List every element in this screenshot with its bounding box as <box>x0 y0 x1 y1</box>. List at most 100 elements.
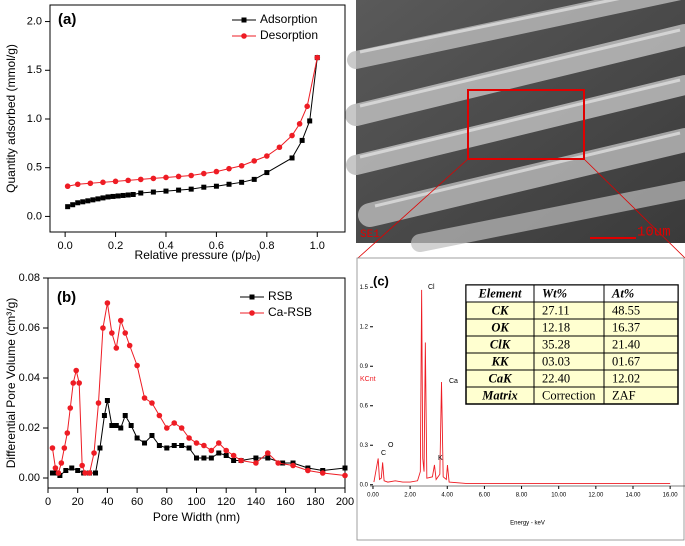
y-tick-label: 0.02 <box>19 422 40 434</box>
data-point <box>201 170 207 177</box>
data-point <box>264 450 271 456</box>
data-point <box>231 458 237 463</box>
table-cell: 21.40 <box>612 337 640 351</box>
data-point <box>208 447 215 454</box>
data-point <box>213 168 220 175</box>
data-point <box>137 176 144 183</box>
table-header: Element <box>477 286 522 300</box>
data-point <box>164 445 170 451</box>
data-point <box>186 435 192 441</box>
data-point <box>104 300 111 306</box>
series-line <box>67 57 318 208</box>
data-point <box>216 450 222 456</box>
x-tick-label: 0 <box>45 496 51 508</box>
data-point <box>95 196 101 202</box>
x-tick-label: 14.00 <box>625 493 641 499</box>
data-point <box>238 457 244 464</box>
table-header: Wt% <box>542 286 567 300</box>
table-cell: CaK <box>489 371 514 385</box>
x-tick-label: 0.4 <box>158 240 173 252</box>
data-point <box>125 177 131 184</box>
data-point <box>305 467 311 474</box>
data-point <box>100 325 106 331</box>
peak-label: O <box>388 442 394 449</box>
data-point <box>142 440 148 446</box>
data-point <box>70 380 77 386</box>
y-tick-label: 0.04 <box>19 372 40 384</box>
legend-label: Desorption <box>260 28 318 42</box>
data-point <box>115 193 121 199</box>
data-point <box>163 174 169 181</box>
x-tick-label: 4.00 <box>441 493 453 499</box>
y-tick-label: 0.6 <box>360 403 369 409</box>
data-point <box>230 452 237 459</box>
table-cell: 16.37 <box>612 320 640 334</box>
x-tick-label: 0.00 <box>367 493 379 499</box>
data-point <box>61 445 68 451</box>
x-tick-label: 100 <box>187 496 205 508</box>
table-cell: CK <box>492 303 510 317</box>
x-tick-label: 0.6 <box>209 240 224 252</box>
data-point <box>194 455 199 461</box>
data-point <box>307 118 313 124</box>
data-point <box>86 470 93 476</box>
data-point <box>76 380 82 386</box>
y-axis-label: Differential Pore Volume (cm³/g) <box>4 298 18 469</box>
data-point <box>112 178 119 185</box>
x-tick-label: 120 <box>217 496 235 508</box>
data-point <box>122 413 128 418</box>
table-cell: ClK <box>490 337 512 351</box>
data-point <box>175 173 182 180</box>
data-point <box>134 362 140 369</box>
y-tick-label: 0.08 <box>19 272 40 284</box>
table-cell: KK <box>491 354 510 368</box>
data-point <box>150 175 157 182</box>
data-point <box>264 153 270 159</box>
sem-detector: SE1 <box>360 229 380 241</box>
data-point <box>314 54 321 61</box>
x-tick-label: 40 <box>101 496 113 508</box>
x-tick-label: 12.00 <box>588 493 604 499</box>
data-point <box>64 183 71 190</box>
x-tick-label: 2.00 <box>404 493 416 499</box>
data-point <box>109 330 115 336</box>
legend-label: RSB <box>268 289 293 303</box>
data-point <box>134 435 140 441</box>
table-cell: 01.67 <box>612 354 640 368</box>
x-tick-label: 1.0 <box>310 240 325 252</box>
data-point <box>55 470 62 476</box>
data-point <box>239 179 245 185</box>
data-point <box>164 425 170 431</box>
panel-label: (c) <box>373 273 389 288</box>
data-point <box>100 179 106 186</box>
data-point <box>52 465 59 471</box>
data-point <box>213 183 219 189</box>
data-point <box>171 420 178 426</box>
x-tick-label: 10.00 <box>551 493 567 499</box>
x-tick-label: 180 <box>306 496 324 508</box>
table-cell: OK <box>491 320 510 334</box>
data-point <box>87 180 94 187</box>
data-point <box>82 470 88 476</box>
x-tick-label: 0.8 <box>259 240 274 252</box>
data-point <box>122 330 129 336</box>
data-point <box>113 345 120 351</box>
data-point <box>67 405 74 411</box>
data-point <box>226 165 232 172</box>
data-point <box>342 472 348 479</box>
data-point <box>149 433 155 438</box>
x-tick-label: 140 <box>247 496 265 508</box>
data-point <box>80 199 86 205</box>
data-point <box>74 181 81 188</box>
legend-marker <box>241 33 247 39</box>
y-tick-label: 0.00 <box>19 472 40 484</box>
legend-marker <box>249 310 255 316</box>
peak-label: Cl <box>428 284 435 291</box>
data-point <box>223 453 229 458</box>
zoom-line <box>357 158 469 259</box>
data-point <box>138 190 144 196</box>
data-point <box>163 188 169 194</box>
data-point <box>70 202 76 208</box>
data-point <box>90 197 96 203</box>
